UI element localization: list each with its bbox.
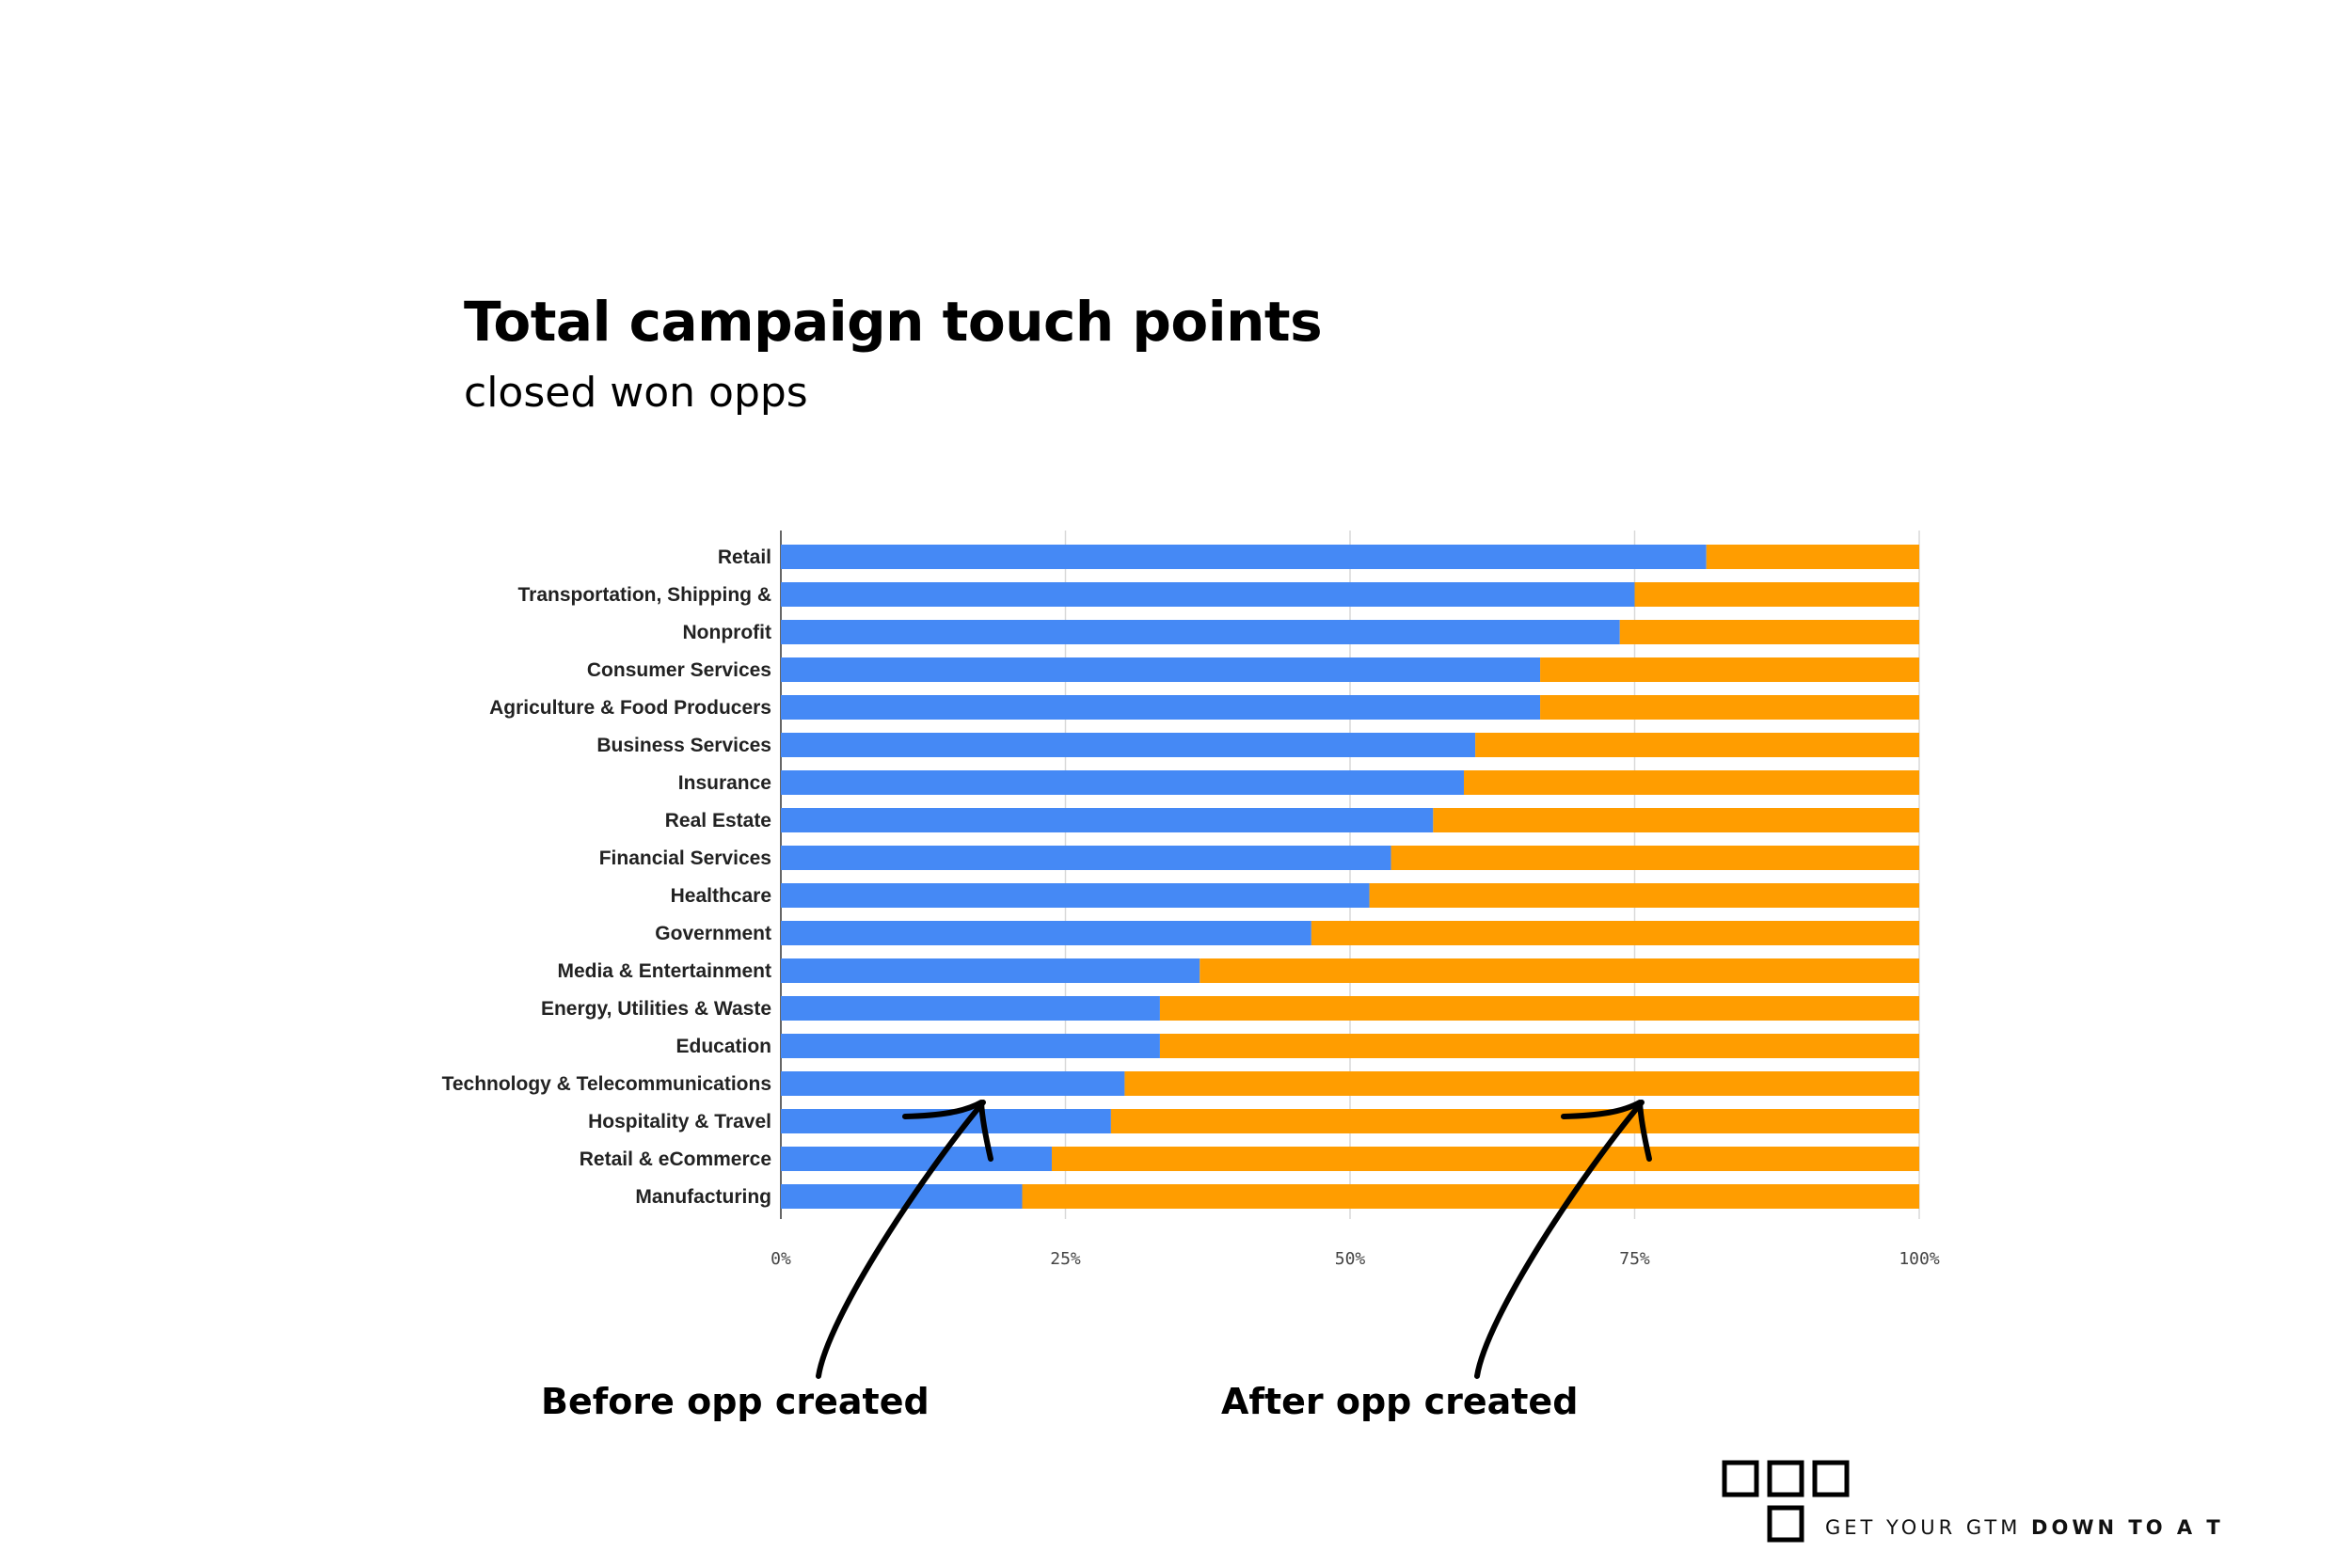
- brand-logo-icon: [1722, 1460, 1850, 1543]
- bar-after: [1391, 846, 1919, 870]
- bar-before: [781, 695, 1541, 720]
- before-annotation: Before opp created: [541, 1381, 930, 1422]
- brand-tagline-light: GET YOUR GTM: [1825, 1516, 2032, 1539]
- x-tick-label: 0%: [771, 1249, 791, 1269]
- bar-after: [1110, 1109, 1919, 1133]
- bar-before: [781, 620, 1620, 644]
- category-label: Retail: [718, 546, 771, 568]
- x-axis-ticks: 0% 25% 50% 75% 100%: [771, 1249, 1940, 1269]
- bar-after: [1706, 545, 1919, 569]
- bar-before: [781, 1071, 1125, 1096]
- brand-tagline-bold: DOWN TO A T: [2031, 1516, 2224, 1539]
- bar-after: [1540, 695, 1919, 720]
- category-label: Consumer Services: [587, 659, 771, 681]
- category-label: Retail & eCommerce: [580, 1148, 771, 1170]
- bar-after: [1619, 620, 1919, 644]
- bar-before: [781, 846, 1391, 870]
- after-arrow-shaft: [1474, 1100, 1645, 1379]
- bar-before: [781, 808, 1434, 832]
- x-tick-label: 25%: [1050, 1249, 1081, 1269]
- bar-before: [781, 770, 1464, 795]
- bar-after: [1022, 1184, 1919, 1209]
- x-tick-label: 100%: [1899, 1249, 1940, 1269]
- annotation-arrows: [816, 1100, 1652, 1379]
- category-label: Insurance: [678, 772, 771, 794]
- after-arrowhead: [1561, 1100, 1652, 1162]
- category-label: Hospitality & Travel: [588, 1111, 771, 1132]
- bar-before: [781, 582, 1635, 607]
- category-label: Technology & Telecommunications: [442, 1073, 771, 1095]
- bar-before: [781, 545, 1707, 569]
- bar-after: [1051, 1147, 1919, 1171]
- bar-before: [781, 1034, 1160, 1058]
- category-labels: Retail Transportation, Shipping & Nonprofi…: [442, 546, 771, 1208]
- category-label: Business Services: [596, 735, 771, 756]
- chart-subtitle: closed won opps: [464, 369, 808, 417]
- bar-after: [1634, 582, 1919, 607]
- x-tick-label: 50%: [1335, 1249, 1366, 1269]
- bar-before: [781, 883, 1370, 908]
- category-label: Media & Entertainment: [557, 960, 771, 982]
- bar-before: [781, 1184, 1023, 1209]
- bar-before: [781, 1147, 1052, 1171]
- bar-before: [781, 657, 1541, 682]
- category-label: Energy, Utilities & Waste: [541, 998, 771, 1020]
- before-arrowhead: [902, 1100, 993, 1162]
- bar-after: [1464, 770, 1919, 795]
- bar-after: [1433, 808, 1919, 832]
- category-label: Government: [655, 923, 771, 944]
- bar-after: [1200, 958, 1919, 983]
- bar-after: [1369, 883, 1919, 908]
- bar-after: [1124, 1071, 1919, 1096]
- after-annotation: After opp created: [1221, 1381, 1579, 1422]
- before-arrow-shaft: [816, 1100, 986, 1379]
- bar-before: [781, 733, 1476, 757]
- x-tick-label: 75%: [1619, 1249, 1650, 1269]
- bar-before: [781, 958, 1200, 983]
- category-label: Nonprofit: [683, 622, 771, 643]
- category-label: Financial Services: [599, 847, 771, 869]
- bar-after: [1475, 733, 1919, 757]
- category-label: Real Estate: [665, 810, 771, 832]
- bar-after: [1311, 921, 1919, 945]
- category-label: Healthcare: [671, 885, 771, 907]
- bar-after: [1540, 657, 1919, 682]
- brand-tagline: GET YOUR GTM DOWN TO A T: [1825, 1516, 2224, 1539]
- bar-after: [1159, 996, 1919, 1021]
- bars: [781, 545, 1919, 1209]
- category-label: Transportation, Shipping &: [518, 584, 772, 606]
- bar-before: [781, 921, 1311, 945]
- category-label: Agriculture & Food Producers: [489, 697, 771, 719]
- category-label: Manufacturing: [635, 1186, 771, 1208]
- chart-title: Total campaign touch points: [464, 290, 1323, 354]
- category-label: Education: [675, 1036, 771, 1057]
- bar-after: [1159, 1034, 1919, 1058]
- bar-before: [781, 996, 1160, 1021]
